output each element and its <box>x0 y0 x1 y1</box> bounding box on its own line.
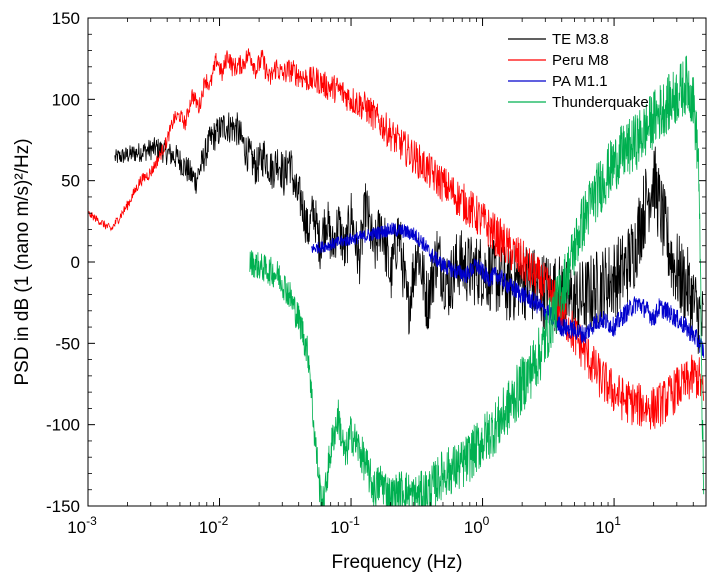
x-tick-label: 100 <box>464 514 490 537</box>
y-tick-label: -100 <box>46 416 80 435</box>
series-line-te-m3-8 <box>114 112 704 354</box>
x-tick-label: 10-1 <box>330 514 360 537</box>
y-tick-label: 50 <box>61 172 80 191</box>
axis-labels: Frequency (Hz) PSD in dB (1 (nano m/s)²/… <box>12 138 462 573</box>
series-line-pa-m1-1 <box>311 222 705 358</box>
legend: TE M3.8 Peru M8 PA M1.1 Thunderquake <box>508 31 649 111</box>
legend-label: TE M3.8 <box>552 31 609 48</box>
x-axis-label: Frequency (Hz) <box>332 552 463 573</box>
legend-label: Thunderquake <box>552 94 649 111</box>
x-tick-label: 10-3 <box>67 514 97 537</box>
y-axis-label: PSD in dB (1 (nano m/s)²/Hz) <box>12 138 33 385</box>
plot-area <box>87 17 707 507</box>
legend-label: Peru M8 <box>552 52 609 69</box>
series-line-thunderquake <box>249 55 705 506</box>
x-tick-label: 101 <box>595 514 621 537</box>
y-tick-label: 150 <box>52 9 80 28</box>
series-line-peru-m8 <box>88 48 705 430</box>
y-tick-label: -150 <box>46 497 80 516</box>
y-tick-label: 100 <box>52 90 80 109</box>
y-tick-label: 0 <box>71 253 80 272</box>
x-tick-label: 10-2 <box>199 514 229 537</box>
legend-label: PA M1.1 <box>552 73 608 90</box>
y-tick-label: -50 <box>55 334 80 353</box>
